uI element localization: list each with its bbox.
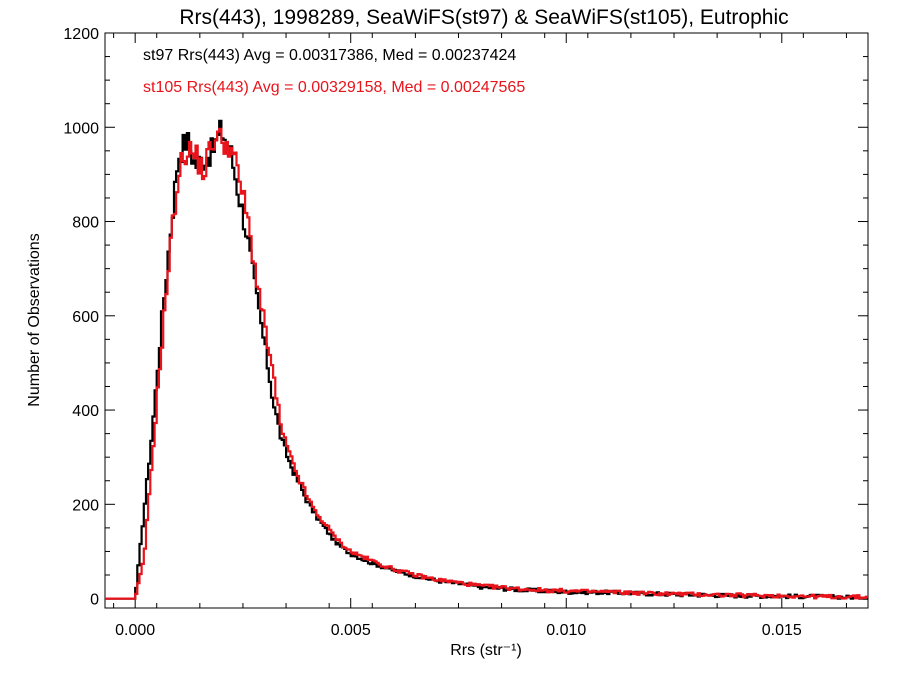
y-tick-label: 600 — [72, 309, 99, 326]
plot-frame — [104, 32, 869, 609]
annotation-st97: st97 Rrs(443) Avg = 0.00317386, Med = 0.… — [143, 47, 516, 64]
series-st97-line — [105, 119, 868, 600]
y-tick-label: 800 — [72, 215, 99, 232]
y-axis-label: Number of Observations — [26, 233, 43, 406]
x-tick-label: 0.015 — [762, 622, 802, 639]
x-tick-label: 0.000 — [115, 622, 155, 639]
y-tick-label: 1000 — [63, 120, 99, 137]
x-tick-label: 0.010 — [546, 622, 586, 639]
x-tick-label: 0.005 — [331, 622, 371, 639]
plot-area: 0.000 0.005 0.010 0.015 0 200 400 600 800 1000 120… — [63, 26, 869, 639]
x-axis-label: Rrs (str⁻¹) — [450, 642, 522, 659]
y-tick-label: 400 — [72, 403, 99, 420]
y-tick-label: 200 — [72, 497, 99, 514]
y-tick-label: 1200 — [63, 26, 99, 43]
chart-title: Rrs(443), 1998289, SeaWiFS(st97) & SeaWi… — [179, 6, 788, 29]
annotation-st105: st105 Rrs(443) Avg = 0.00329158, Med = 0… — [143, 79, 525, 96]
series-st105-line — [105, 127, 868, 600]
y-tick-label: 0 — [90, 592, 99, 609]
